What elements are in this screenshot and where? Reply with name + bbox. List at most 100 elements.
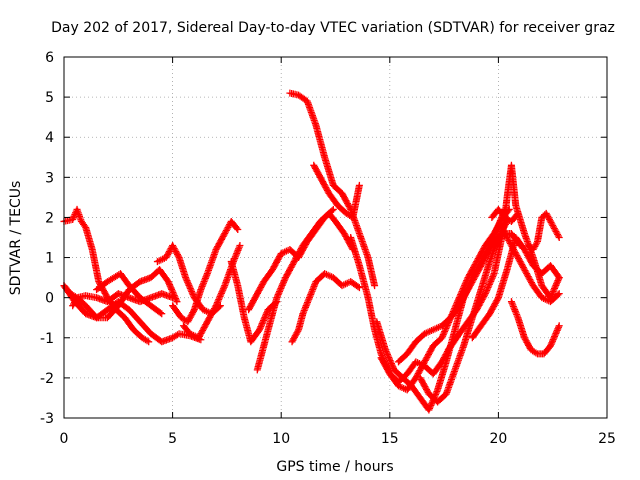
trace-marker [548, 339, 556, 347]
series-trace-13 [310, 161, 363, 221]
trace-marker [173, 251, 181, 259]
trace-marker [219, 285, 227, 293]
trace-marker [217, 291, 225, 299]
trace-marker [440, 329, 448, 337]
x-tick-label: 25 [598, 431, 616, 447]
trace-marker [426, 403, 434, 411]
trace-marker [364, 292, 372, 300]
trace-marker [203, 271, 211, 279]
trace-marker [471, 260, 479, 268]
trace-marker [524, 273, 532, 281]
y-tick-label: 6 [45, 50, 54, 66]
trace-marker [247, 301, 255, 309]
trace-marker [171, 293, 179, 301]
trace-marker [553, 229, 561, 237]
series-trace-23 [507, 298, 563, 358]
trace-marker [101, 280, 109, 288]
trace-marker [418, 332, 426, 340]
trace-marker [266, 319, 274, 327]
trace-marker [453, 304, 461, 312]
trace-marker [513, 252, 521, 260]
x-tick-label: 10 [272, 431, 290, 447]
trace-marker [554, 230, 562, 238]
trace-marker [198, 282, 206, 290]
trace-marker [136, 331, 144, 339]
trace-marker [523, 271, 531, 279]
data-point [173, 298, 181, 306]
trace-marker [501, 230, 509, 238]
trace-marker [201, 276, 209, 284]
trace-marker [352, 282, 360, 290]
trace-marker [506, 240, 514, 248]
trace-marker [519, 264, 527, 272]
trace-marker [384, 352, 392, 360]
trace-marker [215, 296, 223, 304]
trace-marker [262, 310, 270, 318]
trace-marker [144, 300, 152, 308]
trace-marker [141, 336, 149, 344]
trace-marker [302, 303, 310, 311]
trace-marker [257, 321, 265, 329]
trace-marker [385, 355, 393, 363]
trace-marker [294, 327, 302, 335]
trace-marker [355, 228, 363, 236]
trace-marker [199, 281, 207, 289]
trace-marker [553, 328, 561, 336]
trace-marker [300, 308, 308, 316]
trace-marker [232, 251, 240, 259]
trace-marker [549, 289, 557, 297]
trace-marker [306, 232, 314, 240]
trace-marker [155, 336, 163, 344]
trace-marker [503, 267, 511, 275]
trace-marker [475, 324, 483, 332]
trace-marker [308, 287, 316, 295]
trace-marker [231, 254, 239, 262]
trace-marker [320, 152, 328, 160]
trace-marker [311, 120, 319, 128]
trace-marker [483, 285, 491, 293]
trace-marker [381, 344, 389, 352]
trace-marker [345, 203, 353, 211]
trace-marker [482, 288, 490, 296]
trace-marker [186, 313, 194, 321]
trace-marker [175, 311, 183, 319]
trace-marker [508, 299, 516, 307]
trace-marker [275, 289, 283, 297]
plot-frame [63, 56, 608, 419]
trace-marker [213, 300, 221, 308]
trace-marker [233, 224, 241, 232]
trace-marker [249, 298, 257, 306]
trace-marker [513, 211, 521, 219]
y-tick-label: -1 [40, 331, 54, 347]
trace-marker [551, 284, 559, 292]
trace-marker [187, 312, 195, 320]
trace-marker [199, 279, 207, 287]
y-axis-label: SDTVAR / TECUs [8, 181, 24, 296]
axis-ticks: 0 5 10 15 20 25 -3 -2 -1 0 1 2 3 4 5 6 [40, 50, 616, 447]
trace-marker [289, 336, 297, 344]
trace-marker [280, 277, 288, 285]
trace-marker [188, 289, 196, 297]
trace-marker [435, 336, 443, 344]
data-point [549, 221, 557, 229]
trace-marker [216, 292, 224, 300]
trace-marker [329, 215, 337, 223]
trace-marker [544, 212, 552, 220]
trace-marker [485, 280, 493, 288]
trace-marker [172, 296, 180, 304]
trace-marker [223, 225, 231, 233]
trace-marker [528, 279, 536, 287]
trace-marker [439, 331, 447, 339]
trace-marker [81, 222, 89, 230]
trace-marker [507, 241, 515, 249]
trace-marker [165, 279, 173, 287]
trace-marker [80, 307, 88, 315]
trace-marker [172, 248, 180, 256]
trace-marker [276, 287, 284, 295]
trace-marker [169, 243, 177, 251]
trace-marker [543, 211, 551, 219]
trace-marker [512, 309, 520, 317]
trace-marker [387, 360, 395, 368]
trace-marker [462, 320, 470, 328]
